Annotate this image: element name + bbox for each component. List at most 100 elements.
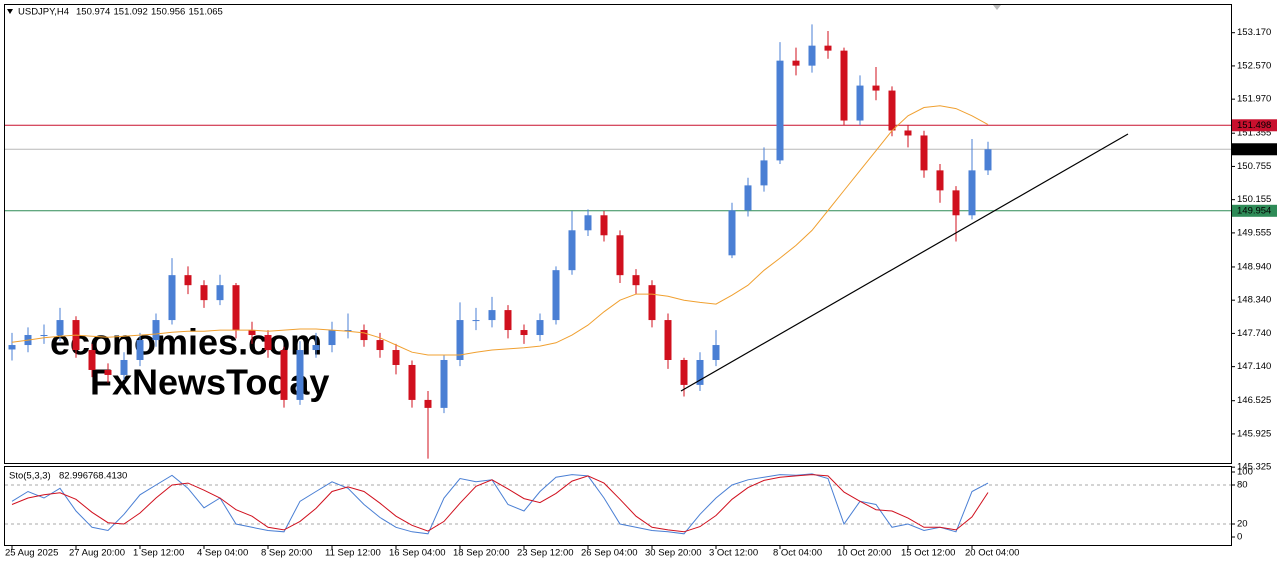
candle-body [280,350,288,400]
candle-body [856,85,864,121]
candle-body [184,275,192,286]
y-tick-label: 145.925 [1237,428,1271,439]
trendline[interactable] [680,133,1129,392]
candle-body [232,285,240,331]
candle-body [296,350,304,400]
main-panel-frame [4,4,1232,464]
price-level-label: 151.065 [1237,144,1271,155]
candle-body [584,215,592,231]
ohlc-readout: 150.974 [76,7,110,18]
candle-body [120,359,128,375]
shift-marker [993,5,1001,10]
candle-body [744,185,752,211]
x-tick-label: 20 Oct 04:00 [965,548,1019,559]
x-tick-label: 23 Sep 12:00 [517,548,574,559]
axes-layer: USDJPY,H4 150.974 151.092 150.956 151.065 153… [5,7,1277,559]
candle-body [840,50,848,121]
candle-body [40,335,48,337]
candle-body [472,320,480,322]
price-level-label: 151.498 [1237,120,1271,131]
ohlc-readout: 151.092 [114,7,148,18]
candle-body [328,330,336,346]
candle-body [904,130,912,136]
moving-average [11,105,989,356]
candle-body [312,345,320,351]
price-level-box [1232,204,1277,217]
candle-body [776,60,784,161]
x-tick-label: 4 Sep 04:00 [197,548,248,559]
candle-body [456,320,464,360]
y-tick-label: 149.555 [1237,227,1271,238]
y-tick-label: 152.570 [1237,60,1271,71]
x-tick-label: 27 Aug 20:00 [69,548,125,559]
candle-body [136,340,144,360]
candle-body [920,135,928,171]
candle-body [552,270,560,321]
candle-body [600,215,608,236]
menu-triangle[interactable] [7,9,13,14]
oscillator-line [11,473,989,535]
candle-body [616,235,624,276]
candle-body [568,230,576,271]
indicator-title: Sto(5,3,3) [9,471,51,482]
candle-body [504,310,512,331]
candle-body [792,60,800,66]
candle-body [712,345,720,360]
candle-body [376,340,384,351]
ohlc-readout: 150.956 [151,7,185,18]
x-tick-label: 8 Sep 20:00 [261,548,312,559]
y-tick-label: 150.155 [1237,194,1271,205]
y-tick-label: 151.970 [1237,94,1271,105]
x-tick-label: 26 Sep 04:00 [581,548,638,559]
price-level-box [1232,119,1277,132]
x-tick-label: 3 Oct 12:00 [709,548,758,559]
y-tick-label: 148.940 [1237,261,1271,272]
candle-body [664,320,672,360]
x-tick-label: 11 Sep 12:00 [325,548,381,559]
candle-body [936,170,944,191]
indicator-readout: 68.4130 [93,471,127,482]
candle-body [440,359,448,408]
y-tick-label: 153.170 [1237,27,1271,38]
y-tick-label: 151.355 [1237,128,1271,139]
candle-body [104,369,112,375]
ohlc-readout: 151.065 [189,7,223,18]
y-tick-label: 150.755 [1237,161,1271,172]
candle-body [952,190,960,216]
oscillator-panel-frame [4,466,1232,546]
candle-body [8,345,16,350]
candle-body [808,45,816,66]
candle-body [168,275,176,321]
x-tick-label: 10 Oct 20:00 [837,548,891,559]
candle-body [872,85,880,91]
oscillator-line [11,474,989,533]
candle-body [152,320,160,341]
symbol-label: USDJPY,H4 [18,7,69,18]
candle-body [824,45,832,51]
x-tick-label: 15 Oct 12:00 [901,548,955,559]
candle-body [248,330,256,336]
candle-body [760,160,768,186]
indicator-readout: 82.9967 [59,471,93,482]
y-tick-label: 80 [1237,480,1248,491]
price-level-label: 149.954 [1237,205,1271,216]
x-tick-label: 16 Sep 04:00 [389,548,446,559]
candle-body [632,275,640,286]
candle-body [264,335,272,351]
y-tick-label: 147.740 [1237,328,1271,339]
plot-layer [5,24,1231,535]
y-tick-label: 100 [1237,467,1253,478]
candle-body [216,285,224,301]
y-tick-label: 147.140 [1237,361,1271,372]
candle-body [680,359,688,385]
price-level-box [1232,143,1277,156]
y-tick-label: 20 [1237,519,1248,530]
candle-body [488,310,496,321]
y-tick-label: 146.525 [1237,395,1271,406]
candle-body [200,285,208,301]
candle-body [888,90,896,131]
x-tick-label: 1 Sep 12:00 [133,548,184,559]
candle-body [392,350,400,365]
